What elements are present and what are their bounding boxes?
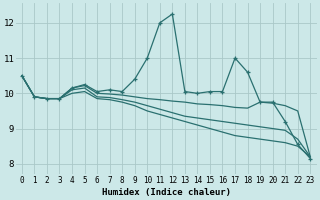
X-axis label: Humidex (Indice chaleur): Humidex (Indice chaleur) xyxy=(101,188,231,197)
